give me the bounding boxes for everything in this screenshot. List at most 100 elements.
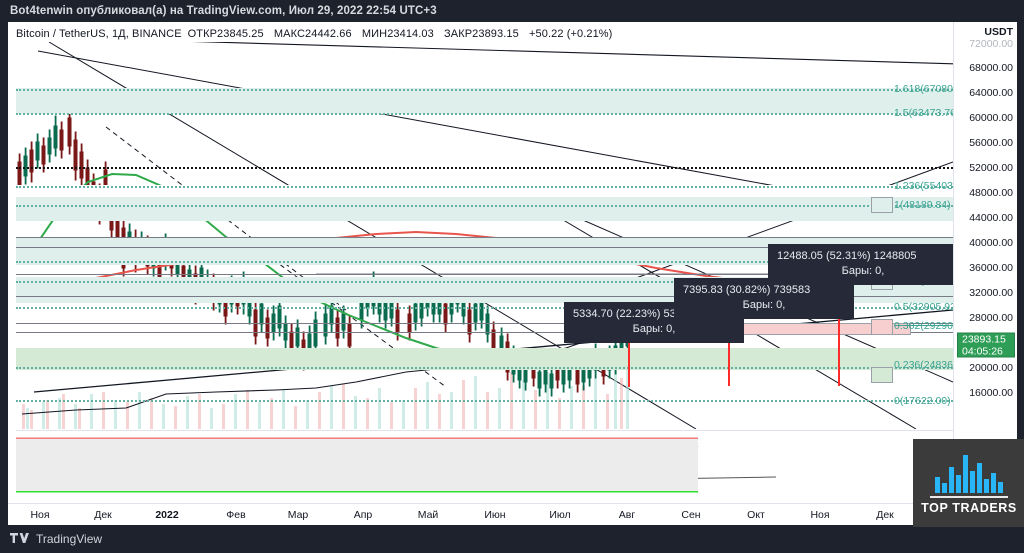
fib-dotted-1618 <box>16 89 953 91</box>
fib-swatch-1[interactable] <box>871 197 893 213</box>
fib-dotted-0236 <box>16 367 953 369</box>
fib-band-0236 <box>16 348 953 370</box>
top-traders-watermark: TOP TRADERS <box>913 439 1024 527</box>
fib-label-1618[interactable]: 1.618(67080.77) <box>894 83 953 95</box>
time-tick-10: Сен <box>681 509 701 521</box>
measure-1-bars: Бары: 0, <box>632 323 676 335</box>
price-tick-32000: 32000.00 <box>969 287 1013 299</box>
measure-tooltip-3-line1: 12488.05 (52.31%) 1248805 <box>777 249 949 264</box>
open-value: ОТКР23845.25 <box>187 28 264 40</box>
price-tick-28000: 28000.00 <box>969 312 1013 324</box>
measure-tooltip-2-line1: 7395.83 (30.82%) 739583 <box>683 283 845 298</box>
price-tick-60000: 60000.00 <box>969 112 1013 124</box>
fib-band-1 <box>16 197 953 221</box>
price-tick-16000: 16000.00 <box>969 387 1013 399</box>
tradingview-mark-icon <box>10 533 29 543</box>
time-tick-0: Ноя <box>30 509 50 521</box>
fib-label-15[interactable]: 1.5(63473.76) <box>894 107 953 119</box>
time-axis[interactable]: Ноя Дек 2022 Фев Мар Апр Май Июн Июл Авг… <box>8 503 1016 526</box>
measure-tooltip-3[interactable]: 12488.05 (52.31%) 1248805 Бары: 0, <box>768 244 953 285</box>
current-price-value: 23893.15 <box>962 333 1006 346</box>
fib-dotted-0 <box>16 400 953 402</box>
fib-dotted-0786 <box>16 261 953 263</box>
price-tick-72000: 72000.00 <box>969 38 1013 50</box>
fib-dotted-1236 <box>16 186 953 188</box>
chart-card: Bitcoin / TetherUS, 1Д, BINANCE ОТКР2384… <box>8 22 1024 527</box>
fib-label-1[interactable]: 1(48189.84) <box>894 199 951 211</box>
fib-swatch-0302[interactable] <box>871 319 893 335</box>
fib-dotted-0618 <box>16 281 953 283</box>
fib-line-f <box>16 332 953 333</box>
pane-divider[interactable] <box>16 430 953 431</box>
close-value: ЗАКР23893.15 <box>444 28 519 40</box>
price-tick-52000: 52000.00 <box>969 162 1013 174</box>
measure-1-amount: 5334.70 <box>573 308 613 320</box>
attribution-bar: Bot4tenwin опубликовал(а) на TradingView… <box>0 0 1024 22</box>
tradingview-brand-label: TradingView <box>36 532 103 546</box>
fib-line-c <box>16 274 953 275</box>
time-tick-7: Июн <box>484 509 506 521</box>
price-axis-unit: USDT <box>984 26 1013 38</box>
bar-countdown: 04:05:26 <box>962 345 1003 357</box>
candlestick-logo-icon <box>935 451 1003 493</box>
price-pane[interactable]: 5334.70 (22.23%) 533470 Бары: 0, 7395.83… <box>16 42 953 429</box>
fib-label-0[interactable]: 0(17622.00) <box>894 395 951 407</box>
low-value: МИН23414.03 <box>361 28 434 40</box>
attribution-text: Bot4tenwin опубликовал(а) на TradingView… <box>10 5 437 17</box>
measure-arrow-1-shaft <box>628 332 630 387</box>
measure-2-bars: Бары: 0, <box>742 299 786 311</box>
fib-label-1236[interactable]: 1.236(55403.85) <box>894 180 953 192</box>
fib-line-e <box>16 323 953 324</box>
fib-label-0236[interactable]: 0.236(24836.01) <box>894 359 953 371</box>
oscillator-pane[interactable] <box>16 433 953 503</box>
fib-dotted-05 <box>16 307 953 309</box>
time-tick-4: Мар <box>287 509 309 521</box>
time-tick-3: Фев <box>226 509 246 521</box>
fib-swatch-0236[interactable] <box>871 367 893 383</box>
fib-dotted-1 <box>16 205 953 207</box>
chart-legend: Bitcoin / TetherUS, 1Д, BINANCE ОТКР2384… <box>16 27 619 41</box>
volume-bars <box>22 360 629 429</box>
price-tick-44000: 44000.00 <box>969 212 1013 224</box>
measure-arrow-2-shaft <box>728 304 730 386</box>
time-tick-11: Окт <box>747 509 765 521</box>
time-tick-8: Июл <box>549 509 571 521</box>
measure-tooltip-1[interactable]: 5334.70 (22.23%) 533470 Бары: 0, <box>564 302 744 343</box>
fib-dotted-1236-line <box>16 167 953 169</box>
time-tick-2: 2022 <box>155 509 179 521</box>
current-price-badge[interactable]: 23893.15 04:05:26 <box>957 332 1015 358</box>
time-tick-13: Дек <box>876 509 894 521</box>
price-tick-48000: 48000.00 <box>969 187 1013 199</box>
price-tick-36000: 36000.00 <box>969 262 1013 274</box>
fib-line-b <box>16 247 953 248</box>
price-axis[interactable]: USDT 72000.00 68000.00 64000.00 60000.00… <box>953 22 1017 503</box>
measure-2-ticks: 739583 <box>773 284 811 296</box>
footer-bar: TradingView <box>0 525 1024 553</box>
fib-line-a <box>16 237 953 238</box>
high-value: МАКС24442.66 <box>273 28 352 40</box>
price-tick-64000: 64000.00 <box>969 87 1013 99</box>
top-traders-label: TOP TRADERS <box>921 501 1017 515</box>
fib-label-05[interactable]: 0.5(32905.92) <box>894 301 953 313</box>
symbol-label[interactable]: Bitcoin / TetherUS, 1Д, BINANCE <box>16 28 182 40</box>
measure-2-amount: 7395.83 <box>683 284 723 296</box>
price-tick-20000: 20000.00 <box>969 362 1013 374</box>
fib-line-d <box>16 296 953 297</box>
time-tick-1: Дек <box>94 509 112 521</box>
time-tick-9: Авг <box>618 509 636 521</box>
change-value: +50.22 (+0.21%) <box>529 28 613 40</box>
price-tick-40000: 40000.00 <box>969 237 1013 249</box>
ohlc-values: ОТКР23845.25 МАКС24442.66 МИН23414.03 ЗА… <box>188 28 620 40</box>
fib-band-1618-15 <box>16 88 953 114</box>
fib-label-0302[interactable]: 0.302(29290.91) <box>894 320 953 332</box>
time-tick-6: Май <box>417 509 439 521</box>
measure-3-bars: Бары: 0, <box>841 265 885 277</box>
measure-2-percent: (30.82%) <box>725 284 771 296</box>
measure-arrow-3-shaft <box>838 274 840 386</box>
time-tick-5: Апр <box>353 509 373 521</box>
price-tick-68000: 68000.00 <box>969 62 1013 74</box>
tradingview-logo[interactable]: TradingView <box>10 532 102 546</box>
price-tick-56000: 56000.00 <box>969 137 1013 149</box>
measure-3-amount: 12488.05 <box>777 250 823 262</box>
